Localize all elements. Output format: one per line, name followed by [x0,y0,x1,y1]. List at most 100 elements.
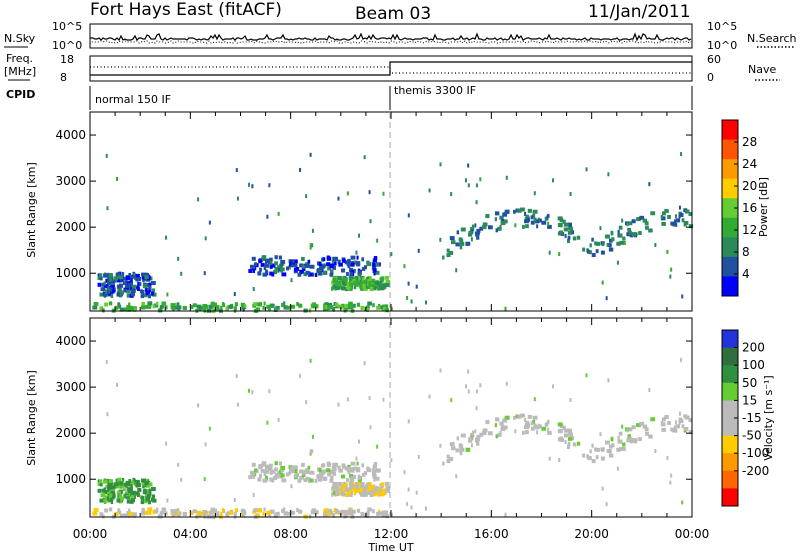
velocity-echo [638,437,642,442]
velocity-echo [204,442,207,447]
velocity-echo [156,507,159,512]
velocity-echo [274,461,278,466]
velocity-echo [116,382,119,387]
power-echo [669,274,672,279]
velocity-echo [374,487,379,492]
power-colorbar-label-tick: 4 [742,267,750,281]
velocity-echo [208,426,211,431]
power-echo [403,264,406,269]
velocity-echo [356,482,361,487]
power-echo [342,281,346,286]
power-echo [373,268,377,273]
velocity-echo [356,461,359,466]
velocity-echo [350,487,354,492]
power-echo [481,225,487,230]
power-echo [536,224,539,229]
velocity-echo [132,478,136,483]
power-echo [335,279,339,284]
velocity-echo [331,491,335,496]
velocity-echo [595,447,601,452]
power-echo [140,305,146,310]
velocity-echo [109,483,113,488]
velocity-echo [541,426,547,431]
power-echo [485,214,490,219]
power-echo [204,236,207,241]
velocity-echo [114,511,119,516]
power-echo [350,255,356,260]
velocity-echo [350,468,355,473]
power-echo [618,233,623,238]
power-echo [425,300,428,305]
velocity-echo [126,511,129,516]
velocity-echo [161,507,167,512]
velocity-echo [385,481,389,486]
velocity-echo [116,484,121,489]
velocity-echo [199,512,204,517]
power-echo [174,305,178,310]
x-tick-label: 04:00 [173,527,208,541]
velocity-echo [536,430,539,435]
velocity-echo [346,397,349,402]
velocity-colorbar-swatch [722,365,738,384]
velocity-echo [280,465,286,470]
velocity-echo [136,491,140,496]
velocity-echo [268,389,271,394]
velocity-echo [569,398,572,403]
velocity-echo [228,510,233,515]
velocity-echo [335,485,339,490]
power-echo [171,306,175,311]
velocity-echo [476,434,481,439]
velocity-echo [363,471,368,476]
power-echo [283,305,287,310]
velocity-echo [103,479,108,484]
velocity-echo [121,483,124,488]
power-echo [369,286,374,291]
velocity-echo [353,487,356,492]
velocity-colorbar-swatch [722,470,738,489]
power-echo [266,214,269,219]
power-echo [675,218,681,223]
power-echo [375,270,380,275]
velocity-echo [525,420,530,425]
velocity-echo [626,438,632,443]
velocity-echo [362,492,366,497]
velocity-colorbar-label-tick: 100 [742,358,765,372]
power-echo [547,224,552,229]
power-echo [467,183,470,188]
velocity-echo [110,497,114,502]
velocity-echo [679,419,684,424]
power-echo [141,272,146,277]
power-echo [132,284,137,289]
power-echo [234,302,238,307]
power-echo [362,286,366,291]
power-echo [361,277,365,282]
freq-tick-low: 8 [60,71,67,84]
velocity-echo [631,425,636,430]
power-echo [111,289,115,294]
velocity-echo [623,446,626,451]
power-echo [406,296,409,301]
power-echo [125,278,128,283]
velocity-echo [470,433,475,438]
velocity-echo [355,456,358,461]
velocity-echo [171,512,175,517]
velocity-echo [605,502,608,507]
power-echo [374,281,379,286]
power-echo [129,286,133,291]
power-echo [93,301,99,306]
noise-tick-left-high: 10^5 [52,20,82,33]
power-echo [373,286,377,291]
velocity-colorbar-swatch [722,418,738,437]
power-echo [177,302,180,307]
power-echo [290,263,295,268]
velocity-echo [106,496,110,501]
power-echo [141,275,146,280]
power-echo [148,285,152,290]
velocity-echo [102,514,105,519]
power-echo [505,175,508,180]
velocity-echo [110,500,114,505]
velocity-echo [142,484,145,489]
velocity-echo [359,486,362,491]
power-echo [311,243,314,248]
power-echo [297,272,302,277]
